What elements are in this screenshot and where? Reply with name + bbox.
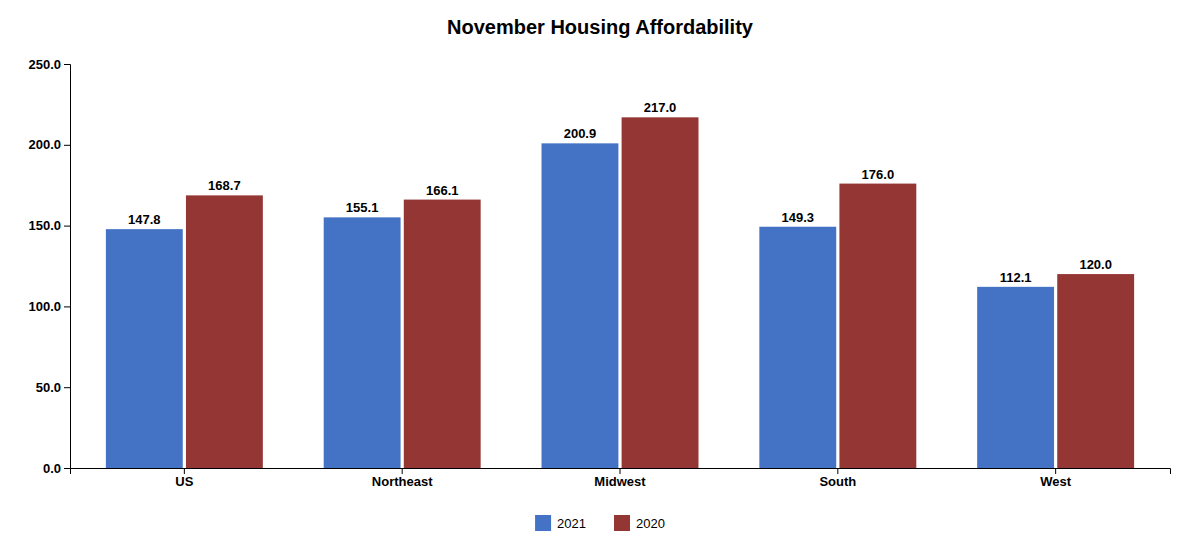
- legend-item: 2020: [614, 515, 665, 531]
- data-label: 200.9: [564, 126, 597, 141]
- data-labels: 147.8 155.1 200.9 149.3 112.1 168.7 166.1 217.0…: [128, 100, 1112, 285]
- x-axis-line: [71, 469, 1171, 475]
- bar-series: [186, 117, 1134, 468]
- x-tick-mark: [1055, 468, 1056, 474]
- legend-label: 2021: [557, 516, 586, 531]
- data-label: 176.0: [862, 167, 895, 182]
- x-tick-mark: [402, 468, 403, 474]
- bar: [324, 217, 401, 468]
- legend-swatch: [535, 515, 551, 531]
- bar: [106, 229, 183, 468]
- x-tick: Northeast: [372, 468, 433, 489]
- bar: [1057, 274, 1134, 468]
- bar: [839, 184, 916, 468]
- y-tick: 200.0: [28, 137, 70, 152]
- y-tick: 0.0: [43, 461, 70, 476]
- y-tick-label: 50.0: [36, 380, 61, 395]
- bar: [186, 195, 263, 468]
- y-tick: 250.0: [28, 57, 70, 72]
- y-tick-mark: [64, 387, 70, 388]
- y-tick: 50.0: [36, 380, 70, 395]
- data-label: 120.0: [1079, 257, 1112, 272]
- legend-item: 2021: [535, 515, 586, 531]
- y-tick-mark: [64, 226, 70, 227]
- legend-label: 2020: [636, 516, 665, 531]
- y-tick-label: 150.0: [28, 218, 61, 233]
- y-tick-mark: [64, 145, 70, 146]
- x-tick-mark: [837, 468, 838, 474]
- x-tick: US: [175, 468, 193, 489]
- x-tick-label: Midwest: [594, 474, 646, 489]
- bar: [759, 227, 836, 468]
- legend: 2021 2020: [535, 515, 665, 531]
- bar: [977, 287, 1054, 468]
- plot-area: 0.0 50.0 100.0 150.0 200.0 250.0 US Northeast Mi…: [28, 57, 1170, 490]
- y-tick-mark: [64, 64, 70, 65]
- y-axis: 0.0 50.0 100.0 150.0 200.0 250.0: [28, 57, 70, 476]
- data-label: 168.7: [208, 178, 241, 193]
- bar-series: [106, 143, 1054, 468]
- bar: [542, 143, 619, 468]
- data-label: 166.1: [426, 183, 459, 198]
- bars: [106, 117, 1134, 468]
- x-tick-label: US: [175, 474, 193, 489]
- y-tick-label: 250.0: [28, 57, 61, 72]
- x-tick-label: South: [819, 474, 856, 489]
- y-tick-mark: [64, 468, 70, 469]
- title: November Housing Affordability: [447, 16, 754, 38]
- y-tick-label: 100.0: [28, 299, 61, 314]
- x-tick-label: Northeast: [372, 474, 433, 489]
- x-tick: South: [819, 468, 856, 489]
- x-tick-mark: [620, 468, 621, 474]
- x-tick-label: West: [1040, 474, 1071, 489]
- y-tick-label: 200.0: [28, 137, 61, 152]
- y-tick: 100.0: [28, 299, 70, 314]
- x-tick: Midwest: [594, 468, 646, 489]
- y-tick-mark: [64, 306, 70, 307]
- chart: 0.0 50.0 100.0 150.0 200.0 250.0 US Northeast Mi…: [0, 0, 1200, 558]
- bar: [404, 200, 481, 468]
- data-label: 149.3: [782, 210, 815, 225]
- data-label: 112.1: [1000, 270, 1032, 285]
- y-tick-label: 0.0: [43, 461, 61, 476]
- data-label: 147.8: [128, 212, 161, 227]
- x-tick: West: [1040, 468, 1071, 489]
- y-tick: 150.0: [28, 218, 70, 233]
- legend-swatch: [614, 515, 630, 531]
- x-axis: US Northeast Midwest South West: [71, 468, 1171, 489]
- data-label: 217.0: [644, 100, 677, 115]
- data-label: 155.1: [346, 200, 379, 215]
- y-axis-line: [64, 65, 71, 469]
- x-tick-mark: [184, 468, 185, 474]
- bar: [622, 117, 699, 468]
